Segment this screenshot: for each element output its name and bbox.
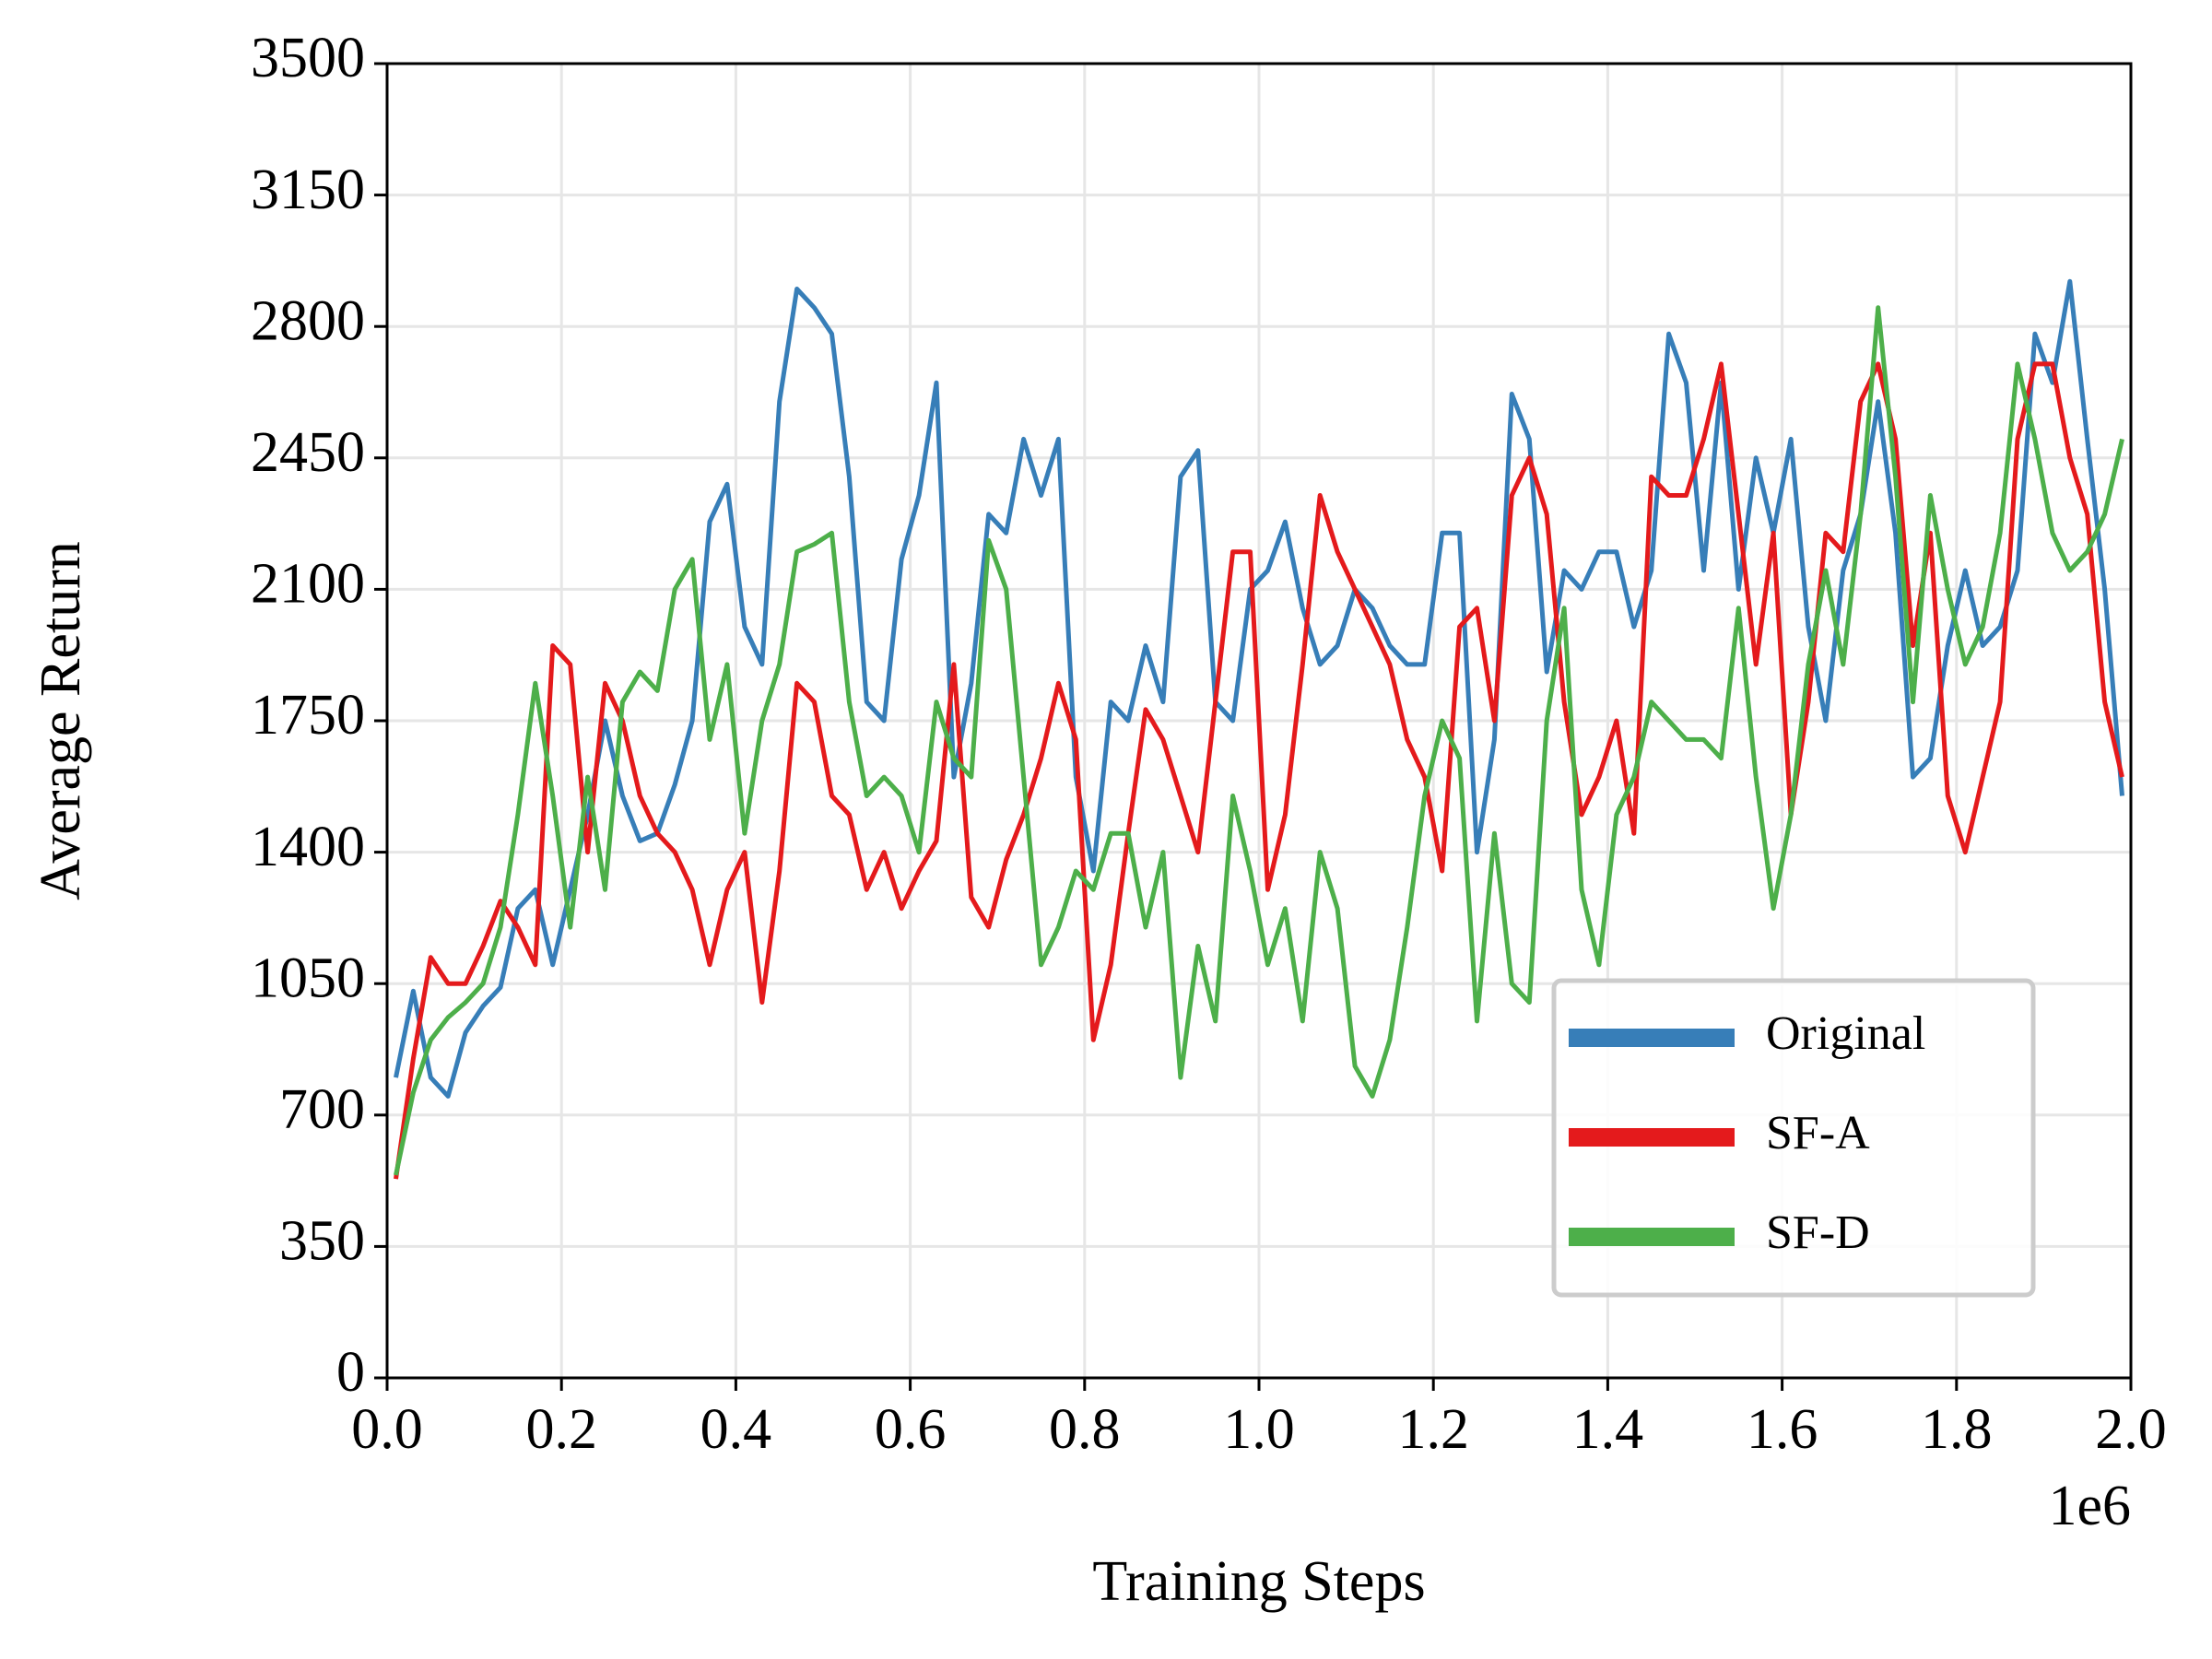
legend: Original SF-A SF-D — [1551, 978, 2036, 1298]
y-tick-label: 2450 — [251, 421, 365, 484]
line — [394, 305, 2124, 1176]
y-tick-label: 3150 — [251, 159, 365, 221]
legend-label: SF-A — [1766, 1107, 1870, 1159]
y-tick-label: 3500 — [251, 27, 365, 89]
x-tick-label: 0.6 — [875, 1398, 947, 1461]
y-tick-label: 1750 — [251, 684, 365, 747]
x-tick-label: 0.0 — [351, 1398, 423, 1461]
legend-label: Original — [1766, 1007, 1925, 1060]
x-tick-label: 1.2 — [1397, 1398, 1469, 1461]
x-axis-label: Training Steps — [1092, 1550, 1425, 1613]
y-tick-label: 0 — [336, 1341, 365, 1404]
plot-frame — [385, 62, 2133, 1380]
x-tick-label: 0.4 — [700, 1398, 772, 1461]
line — [394, 361, 2124, 1180]
y-tick-label: 2800 — [251, 289, 365, 352]
y-tick-label: 1400 — [251, 816, 365, 878]
x-tick-label: 2.0 — [2095, 1398, 2167, 1461]
x-tick-label: 1.6 — [1747, 1398, 1818, 1461]
x-tick-label: 1.0 — [1223, 1398, 1295, 1461]
x-tick-label: 0.2 — [525, 1398, 597, 1461]
legend-label: SF-D — [1766, 1206, 1870, 1259]
legend-box — [1551, 978, 2036, 1298]
x-tick-label: 1.8 — [1921, 1398, 1993, 1461]
x-offset-label: 1e6 — [2048, 1475, 2131, 1537]
x-tick-label: 1.4 — [1572, 1398, 1644, 1461]
y-axis-label: Average Return — [29, 541, 92, 900]
x-tick-label: 0.8 — [1049, 1398, 1121, 1461]
line — [394, 278, 2124, 1099]
y-tick-label: 350 — [279, 1210, 365, 1273]
y-tick-label: 700 — [279, 1078, 365, 1141]
y-tick-label: 1050 — [251, 947, 365, 1009]
y-tick-label: 2100 — [251, 553, 365, 616]
